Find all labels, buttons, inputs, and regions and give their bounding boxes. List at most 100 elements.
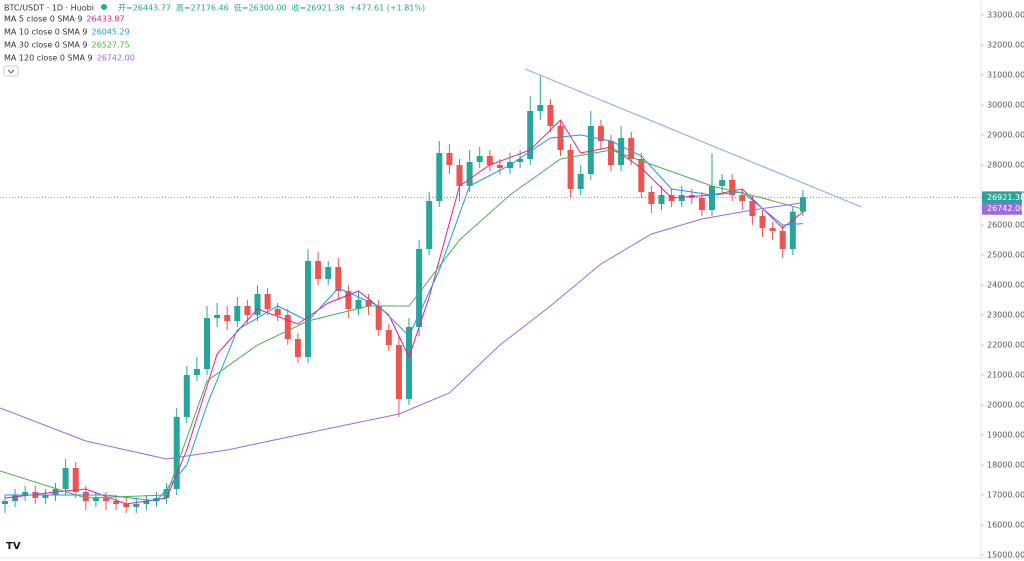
candle-body bbox=[557, 126, 564, 150]
y-tick-label: 33000.00 bbox=[987, 11, 1024, 20]
ohlc-value: 开=26443.77 bbox=[118, 4, 171, 13]
symbol: BTC/USDT · 1D · Huobi bbox=[4, 4, 94, 13]
candle-body bbox=[406, 327, 412, 399]
candle-body bbox=[638, 159, 645, 192]
candle-body bbox=[22, 492, 29, 495]
candle-body bbox=[335, 267, 342, 291]
y-tick-label: 15000.00 bbox=[987, 551, 1024, 560]
candle-body bbox=[729, 180, 736, 195]
legend-value: 26742.00 bbox=[97, 54, 135, 63]
candle-body bbox=[597, 126, 604, 141]
candle-body bbox=[476, 156, 483, 162]
candle-body bbox=[62, 468, 69, 489]
y-tick-label: 28000.00 bbox=[987, 161, 1024, 170]
y-tick-label: 22000.00 bbox=[987, 341, 1024, 350]
candle-body bbox=[719, 180, 726, 186]
candle-body bbox=[769, 228, 776, 231]
candle-body bbox=[163, 489, 170, 498]
candle-body bbox=[789, 211, 796, 249]
ohlc-value: +477.61 (+1.81%) bbox=[350, 4, 426, 13]
candle-body bbox=[759, 216, 766, 228]
last-price-box bbox=[982, 191, 1022, 204]
y-tick-label: 19000.00 bbox=[987, 431, 1024, 440]
candle-body bbox=[345, 291, 352, 309]
candle-body bbox=[648, 192, 655, 204]
y-tick-label: 32000.00 bbox=[987, 41, 1024, 50]
candle-body bbox=[193, 369, 200, 375]
ma-price-label: 26742.00 bbox=[987, 204, 1024, 213]
candle-body bbox=[325, 267, 332, 279]
legend-name: MA 5 close 0 SMA 9 bbox=[4, 15, 82, 24]
candle-body bbox=[72, 468, 79, 492]
candle-body bbox=[173, 417, 180, 489]
candle-body bbox=[739, 195, 746, 201]
y-tick-label: 25000.00 bbox=[987, 251, 1024, 260]
candle-body bbox=[436, 153, 443, 201]
candle-body bbox=[204, 318, 210, 369]
collapse-button[interactable] bbox=[3, 65, 19, 77]
candle-body bbox=[527, 111, 534, 159]
y-tick-label: 31000.00 bbox=[987, 71, 1024, 80]
tv-logo: TV bbox=[6, 541, 21, 552]
y-tick-label: 30000.00 bbox=[987, 101, 1024, 110]
candle-body bbox=[618, 138, 625, 165]
candle-body bbox=[709, 186, 715, 210]
candle-body bbox=[224, 315, 231, 321]
candle-body bbox=[2, 501, 8, 504]
ohlc-value: 高=27176.46 bbox=[176, 3, 229, 13]
ma-price-box bbox=[982, 202, 1022, 215]
legend-value: 26433.87 bbox=[86, 15, 124, 24]
ma-line bbox=[0, 202, 803, 460]
y-tick-label: 18000.00 bbox=[987, 461, 1024, 470]
candle-body bbox=[567, 150, 574, 189]
legend: MA 5 close 0 SMA 9 26433.87 MA 10 close 0 … bbox=[4, 15, 135, 63]
candle-body bbox=[517, 159, 524, 162]
candle-body bbox=[416, 249, 423, 327]
y-tick-label: 20000.00 bbox=[987, 401, 1024, 410]
candle-body bbox=[214, 315, 221, 318]
candle-body bbox=[274, 309, 281, 315]
last-price-label: 26921.38 bbox=[987, 193, 1024, 202]
candle-body bbox=[577, 174, 584, 189]
candle-body bbox=[294, 339, 301, 357]
candle-body bbox=[355, 300, 362, 309]
collapse-icon bbox=[7, 69, 15, 74]
candle-body bbox=[82, 492, 89, 501]
candle-body bbox=[305, 261, 311, 357]
legend-name: MA 10 close 0 SMA 9 bbox=[4, 28, 88, 37]
candle-body bbox=[547, 105, 554, 126]
candle-body bbox=[254, 294, 261, 315]
y-tick-label: 17000.00 bbox=[987, 491, 1024, 500]
status-dot bbox=[101, 4, 107, 10]
ma-line bbox=[0, 149, 804, 499]
candle-body bbox=[123, 504, 130, 507]
candle-body bbox=[486, 156, 493, 165]
y-tick-label: 29000.00 bbox=[987, 131, 1024, 140]
candle-body bbox=[365, 300, 372, 306]
y-tick-label: 26000.00 bbox=[987, 221, 1024, 230]
legend-value: 26527.75 bbox=[92, 41, 130, 50]
candle-body bbox=[446, 153, 453, 165]
candle-body bbox=[678, 195, 685, 201]
ohlc-value: 收=26921.38 bbox=[292, 3, 345, 13]
candle-body bbox=[133, 504, 140, 507]
candle-body bbox=[183, 375, 190, 417]
candle-body bbox=[395, 345, 402, 399]
legend-value: 26045.29 bbox=[92, 28, 130, 37]
candle-body bbox=[244, 306, 251, 315]
candle-body bbox=[698, 198, 705, 210]
candle-body bbox=[537, 105, 544, 111]
y-tick-label: 23000.00 bbox=[987, 311, 1024, 320]
ohlc-value: 低=26300.00 bbox=[234, 3, 287, 13]
y-tick-label: 16000.00 bbox=[987, 521, 1024, 530]
candle-body bbox=[385, 330, 392, 345]
candle-body bbox=[779, 231, 786, 249]
candle-body bbox=[92, 498, 99, 501]
ma-line bbox=[5, 134, 803, 502]
candle-body bbox=[628, 138, 635, 159]
ma-line bbox=[4, 119, 804, 505]
candle-body bbox=[113, 501, 120, 504]
candle-body bbox=[658, 195, 665, 204]
